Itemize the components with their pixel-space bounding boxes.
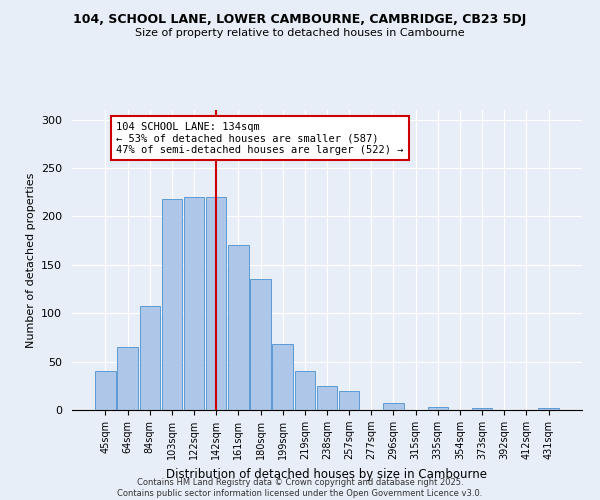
Bar [272, 344, 293, 410]
Y-axis label: Number of detached properties: Number of detached properties [26, 172, 35, 348]
Text: Contains HM Land Registry data © Crown copyright and database right 2025.
Contai: Contains HM Land Registry data © Crown c… [118, 478, 482, 498]
Bar [250, 280, 271, 410]
Text: 104, SCHOOL LANE, LOWER CAMBOURNE, CAMBRIDGE, CB23 5DJ: 104, SCHOOL LANE, LOWER CAMBOURNE, CAMBR… [73, 12, 527, 26]
Bar [140, 306, 160, 410]
Bar [383, 403, 404, 410]
Bar [95, 372, 116, 410]
Bar [538, 408, 559, 410]
Bar [472, 408, 493, 410]
Bar [339, 390, 359, 410]
Bar [228, 246, 248, 410]
X-axis label: Distribution of detached houses by size in Cambourne: Distribution of detached houses by size … [167, 468, 487, 480]
Bar [428, 407, 448, 410]
Text: 104 SCHOOL LANE: 134sqm
← 53% of detached houses are smaller (587)
47% of semi-d: 104 SCHOOL LANE: 134sqm ← 53% of detache… [116, 122, 404, 155]
Bar [295, 372, 315, 410]
Text: Size of property relative to detached houses in Cambourne: Size of property relative to detached ho… [135, 28, 465, 38]
Bar [317, 386, 337, 410]
Bar [118, 347, 138, 410]
Bar [161, 199, 182, 410]
Bar [206, 197, 226, 410]
Bar [184, 197, 204, 410]
